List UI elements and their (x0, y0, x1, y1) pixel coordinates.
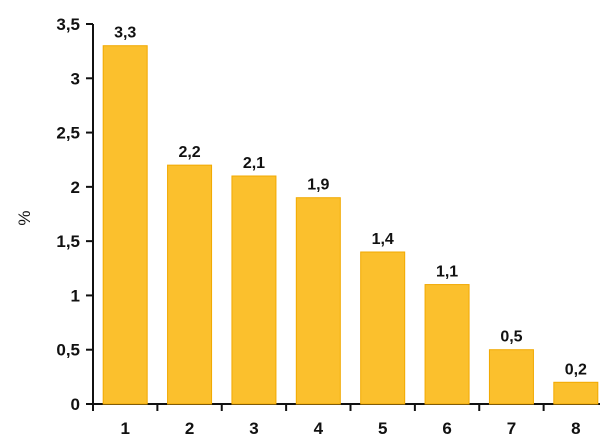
bar-value-label: 1,9 (307, 177, 329, 194)
bar-value-label: 2,1 (243, 155, 265, 172)
bars (102, 45, 599, 405)
bar (424, 284, 470, 405)
bar-value-label: 0,5 (500, 329, 522, 346)
x-tick-label: 1 (120, 419, 129, 438)
bar-value-label: 2,2 (178, 144, 200, 161)
bar (102, 45, 148, 405)
y-tick-label: 2 (71, 178, 80, 197)
bar-value-label: 1,1 (436, 264, 458, 281)
bar (231, 175, 277, 405)
x-tick-label: 5 (378, 419, 387, 438)
bar-value-label: 1,4 (372, 231, 394, 248)
x-axis: 1 2 3 4 5 6 7 8 (92, 403, 600, 438)
x-tick-label: 8 (571, 419, 580, 438)
x-tick-label: 6 (442, 419, 451, 438)
y-tick-label: 0 (71, 395, 80, 414)
bar-value-labels: 3,3 2,2 2,1 1,9 1,4 1,1 0,5 0,2 (114, 25, 587, 379)
y-tick-label: 0,5 (56, 341, 80, 360)
bar (488, 349, 534, 405)
bar (553, 381, 599, 405)
y-tick-label: 3,5 (56, 15, 80, 34)
x-tick-label: 4 (314, 419, 324, 438)
y-tick-label: 2,5 (56, 124, 80, 143)
x-tick-label: 3 (249, 419, 258, 438)
y-axis: 0 0,5 1 1,5 2 2,5 3 3,5 (56, 15, 94, 414)
x-tick-label: 7 (507, 419, 516, 438)
x-tick-label: 2 (185, 419, 194, 438)
bar (295, 197, 341, 405)
y-tick-label: 1,5 (56, 232, 80, 251)
bar (167, 164, 213, 405)
bar-value-label: 0,2 (565, 361, 587, 378)
y-tick-label: 3 (71, 69, 80, 88)
bar (360, 251, 406, 405)
y-axis-label: % (15, 210, 34, 225)
y-tick-label: 1 (71, 286, 80, 305)
bar-value-label: 3,3 (114, 25, 136, 42)
